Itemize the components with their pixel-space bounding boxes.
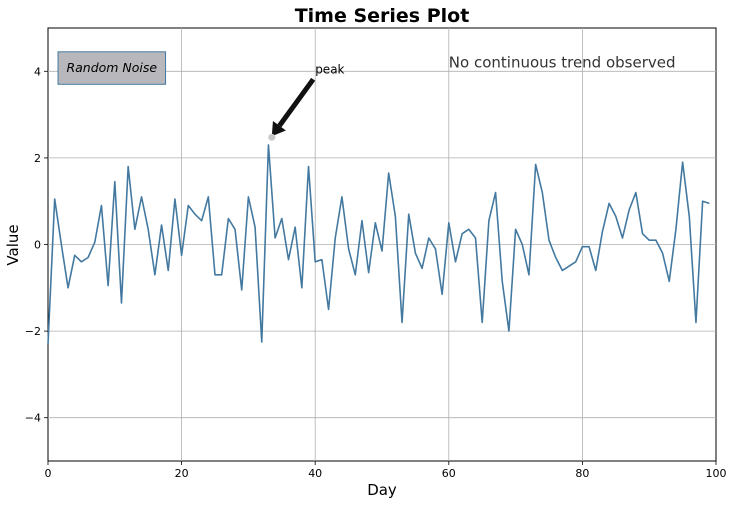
x-tick-label: 60 xyxy=(442,467,456,480)
annotation-layer: Random Noise No continuous trend observed… xyxy=(57,51,676,141)
chart-title: Time Series Plot xyxy=(295,5,470,27)
x-axis-label: Day xyxy=(367,481,397,499)
y-tick-label: 4 xyxy=(34,65,41,78)
random-noise-label-box: Random Noise xyxy=(57,51,167,85)
x-tick-label: 20 xyxy=(175,467,189,480)
peak-label: peak xyxy=(315,62,344,76)
series-layer xyxy=(47,144,710,345)
peak-arrow-head xyxy=(271,121,286,137)
random-noise-box xyxy=(57,51,167,85)
y-tick-label: −4 xyxy=(25,412,41,425)
x-tick-label: 100 xyxy=(706,467,727,480)
y-tick-label: 2 xyxy=(34,152,41,165)
x-tick-label: 0 xyxy=(45,467,52,480)
y-tick-label: 0 xyxy=(34,239,41,252)
no-trend-note: No continuous trend observed xyxy=(449,54,676,72)
x-tick-label: 40 xyxy=(308,467,322,480)
series-line xyxy=(47,144,710,345)
peak-marker xyxy=(268,133,276,141)
tick-layer: 0 20 40 60 80 100 −4 −2 0 2 4 xyxy=(25,65,727,480)
peak-arrow-shaft xyxy=(277,77,316,128)
y-tick-label: −2 xyxy=(25,325,41,338)
x-tick-label: 80 xyxy=(575,467,589,480)
y-axis-label: Value xyxy=(4,224,22,265)
random-noise-label: Random Noise xyxy=(66,60,157,75)
